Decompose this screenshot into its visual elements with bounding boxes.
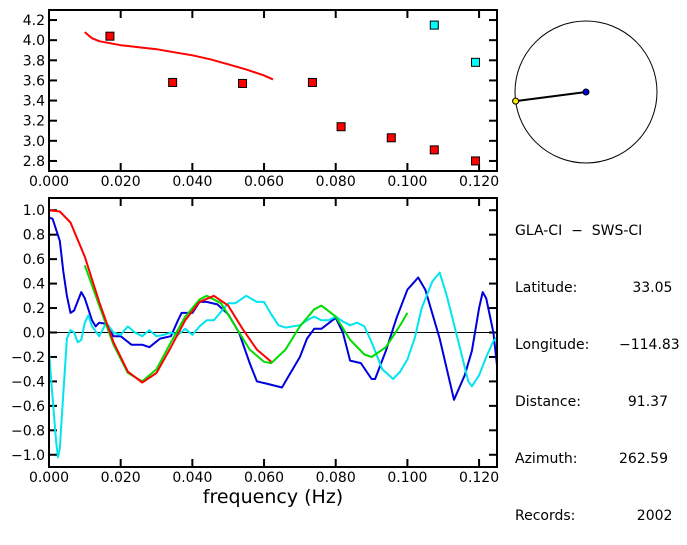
latitude-row: Latitude: 33.05	[515, 279, 680, 298]
y-tick-label: 2.8	[23, 154, 45, 170]
data-point	[429, 20, 439, 30]
x-tick-label: 0.040	[172, 470, 212, 486]
x-tick-label: 0.100	[387, 174, 427, 190]
y-tick-label: 0.0	[23, 326, 45, 342]
distance-row: Distance: 91.37	[515, 393, 680, 412]
data-point	[470, 156, 480, 166]
y-tick-label: −0.4	[11, 374, 45, 390]
series-line-red-curve	[84, 31, 274, 81]
x-tick-label: 0.080	[316, 470, 356, 486]
data-point	[307, 77, 317, 87]
data-point	[336, 122, 346, 132]
x-tick-label: 0.040	[172, 174, 212, 190]
series-line-blue	[48, 216, 498, 401]
azimuth-row: Azimuth: 262.59	[515, 450, 680, 469]
y-tick-label: −0.6	[11, 399, 45, 415]
data-point	[168, 77, 178, 87]
y-tick-label: 0.2	[23, 301, 45, 317]
plot-frame	[48, 197, 498, 468]
records-row: Records: 2002	[515, 507, 680, 526]
distance-value: 91.37	[619, 394, 668, 410]
figure: 0.000 0.020 0.040 0.060 0.080 0.100 0.120 2.8 3.…	[11, 9, 658, 508]
x-tick-label: 0.020	[101, 174, 141, 190]
azimuth-map	[512, 20, 658, 164]
x-tick-label: 0.060	[244, 174, 284, 190]
records-label: Records:	[515, 508, 576, 524]
data-point	[470, 57, 480, 67]
y-tick-label: 0.6	[23, 252, 45, 268]
data-point	[105, 31, 115, 41]
x-tick-label: 0.100	[387, 470, 427, 486]
y-tick-label: −0.8	[11, 423, 45, 439]
y-tick-label: 3.2	[23, 114, 45, 130]
y-tick-label: 1.0	[23, 203, 45, 219]
data-point	[238, 78, 248, 88]
y-tick-label: −0.2	[11, 350, 45, 366]
latitude-label: Latitude:	[515, 280, 578, 296]
x-tick-label: 0.120	[459, 470, 499, 486]
x-tick-label: 0.080	[316, 174, 356, 190]
correlation-panel: 0.000 0.020 0.040 0.060 0.080 0.100 0.120 1.0 0.…	[11, 197, 499, 508]
azimuth-label: Azimuth:	[515, 451, 578, 467]
x-tick-label: 0.000	[29, 174, 69, 190]
y-tick-label: 0.4	[23, 277, 45, 293]
series-line-cyan	[48, 271, 498, 459]
range-circle	[514, 20, 658, 164]
y-tick-label: 4.0	[23, 33, 45, 49]
distance-label: Distance:	[515, 394, 581, 410]
x-tick-label: 0.120	[459, 174, 499, 190]
y-tick-label: 4.2	[23, 13, 45, 29]
x-tick-label: 0.000	[29, 470, 69, 486]
y-tick-label: 3.4	[23, 94, 45, 110]
longitude-label: Longitude:	[515, 337, 590, 353]
series-line-green	[83, 264, 409, 383]
longitude-value: −114.83	[619, 337, 680, 353]
y-tick-label: 3.6	[23, 73, 45, 89]
y-tick-label: −1.0	[11, 448, 45, 464]
station-pair-title: GLA-CI − SWS-CI	[515, 223, 643, 239]
x-axis-label: frequency (Hz)	[203, 486, 343, 508]
azimuth-line	[515, 91, 587, 103]
data-point	[386, 133, 396, 143]
x-tick-label: 0.020	[101, 470, 141, 486]
y-tick-label: 3.0	[23, 134, 45, 150]
series-line-red	[48, 209, 272, 384]
latitude-value: 33.05	[619, 280, 673, 296]
y-tick-label: 3.8	[23, 53, 45, 69]
data-point	[429, 145, 439, 155]
x-tick-label: 0.060	[244, 470, 284, 486]
plot-frame	[48, 9, 498, 172]
records-value: 2002	[619, 508, 673, 524]
y-tick-label: 0.8	[23, 228, 45, 244]
velocity-panel: 0.000 0.020 0.040 0.060 0.080 0.100 0.120 2.8 3.…	[23, 9, 499, 190]
azimuth-value: 262.59	[619, 451, 668, 467]
station-info: GLA-CI − SWS-CI Latitude: 33.05 Longitud…	[515, 184, 680, 545]
longitude-row: Longitude: −114.83	[515, 336, 680, 355]
station-marker	[582, 88, 590, 96]
remote-station-marker	[512, 97, 520, 105]
